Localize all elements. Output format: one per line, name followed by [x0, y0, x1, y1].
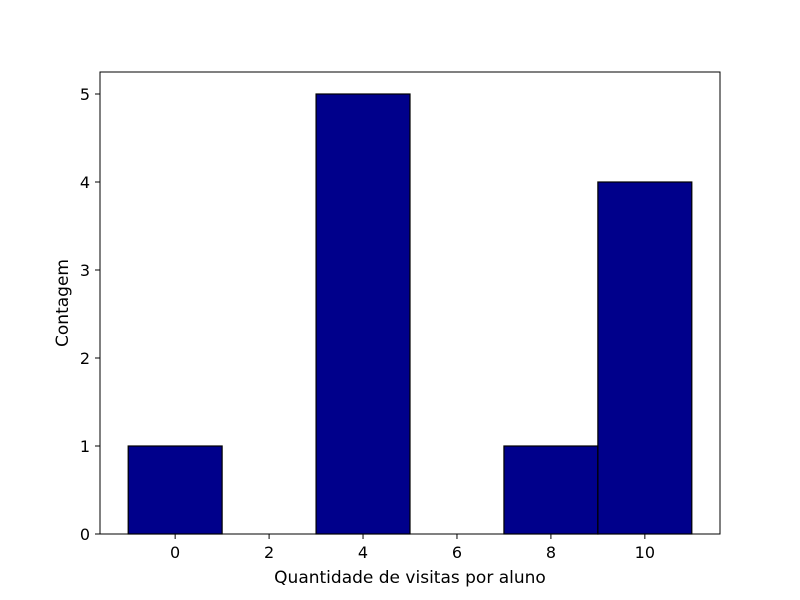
- histogram-bar-4: [503, 445, 599, 535]
- y-tick-label: 0: [80, 525, 90, 544]
- y-axis-label: Contagem: [53, 259, 73, 347]
- x-axis-label: Quantidade de visitas por aluno: [274, 568, 546, 588]
- x-tick-label: 6: [452, 543, 462, 562]
- x-tick-label: 4: [358, 543, 368, 562]
- y-tick-label: 2: [80, 349, 90, 368]
- bars-group: [127, 93, 693, 535]
- histogram-bar-5: [597, 181, 693, 535]
- x-tick-label: 10: [635, 543, 655, 562]
- y-tick-label: 5: [80, 85, 90, 104]
- x-tick-label: 2: [264, 543, 274, 562]
- x-tick-label: 0: [170, 543, 180, 562]
- y-tick-label: 1: [80, 437, 90, 456]
- y-tick-label: 3: [80, 261, 90, 280]
- x-tick-label: 8: [546, 543, 556, 562]
- x-axis-ticks: 0 2 4 6 8 10: [170, 534, 655, 562]
- y-axis-ticks: 0 1 2 3 4 5: [80, 85, 100, 544]
- histogram-bar-0: [127, 445, 223, 535]
- y-tick-label: 4: [80, 173, 90, 192]
- histogram-bar-2: [315, 93, 411, 535]
- plot-frame: [99, 71, 721, 535]
